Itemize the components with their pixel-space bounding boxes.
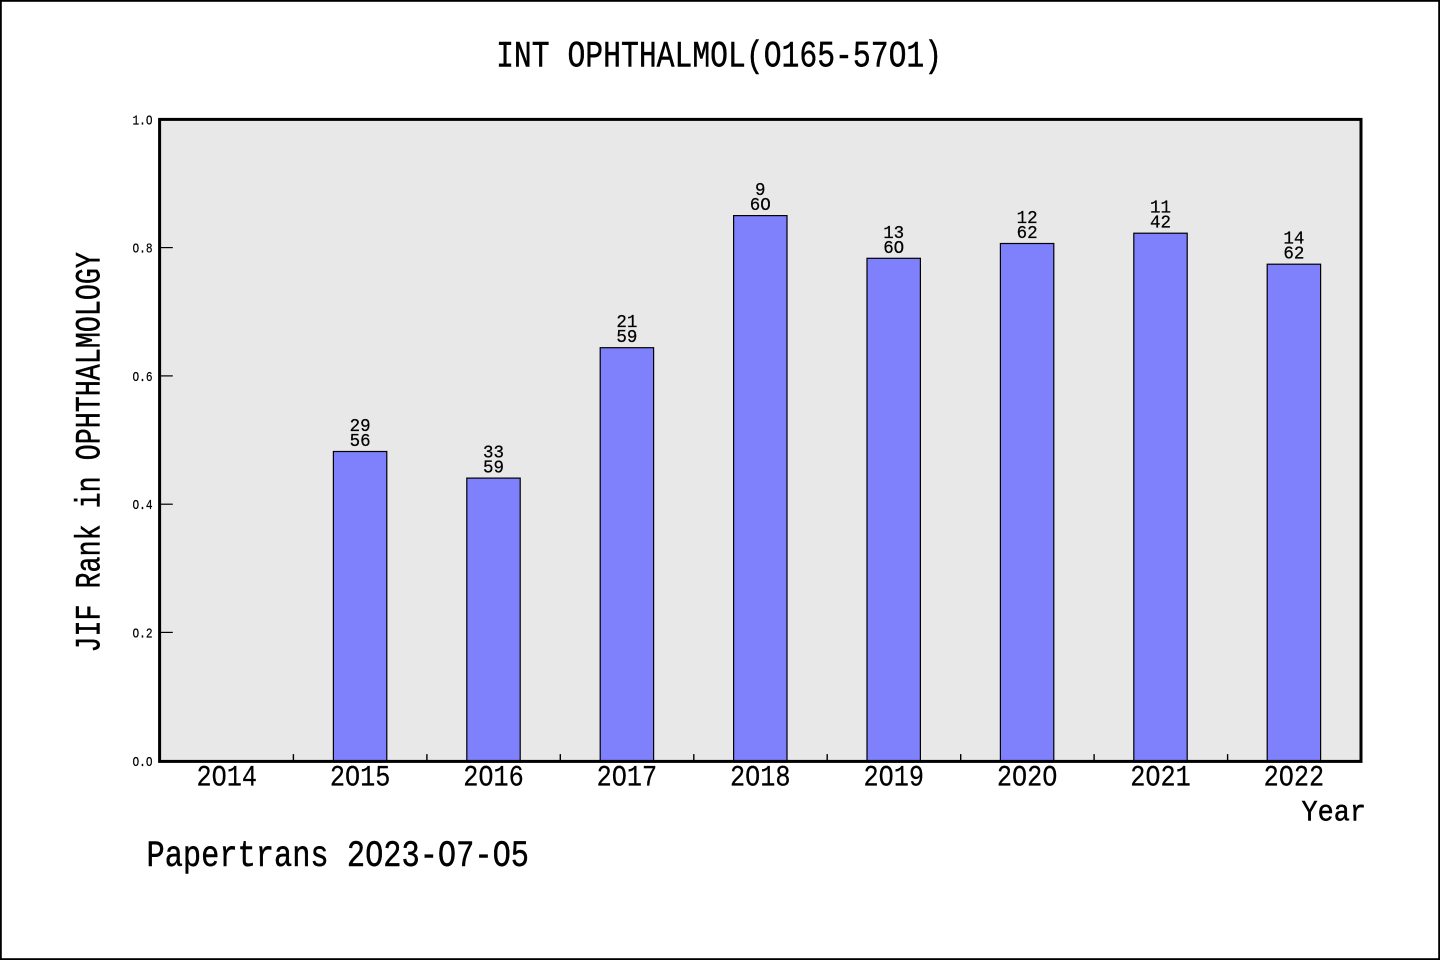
svg-text:59: 59: [483, 459, 504, 479]
svg-text:56: 56: [350, 432, 371, 452]
svg-text:Year: Year: [1302, 796, 1367, 829]
svg-text:59: 59: [616, 328, 637, 348]
svg-text:1.O: 1.O: [133, 113, 153, 129]
svg-text:2O14: 2O14: [196, 761, 257, 795]
svg-text:9: 9: [755, 181, 766, 201]
svg-text:62: 62: [1017, 224, 1038, 244]
svg-text:JIF Rank in OPHTHALMOLOGY: JIF Rank in OPHTHALMOLOGY: [70, 252, 110, 653]
svg-text:O.O: O.O: [133, 755, 153, 771]
svg-text:2O16: 2O16: [463, 761, 524, 795]
svg-text:42: 42: [1150, 214, 1171, 234]
svg-text:2O2O: 2O2O: [997, 761, 1058, 795]
svg-text:2O18: 2O18: [730, 761, 791, 795]
svg-text:6O: 6O: [750, 196, 771, 216]
svg-text:21: 21: [616, 313, 637, 333]
svg-text:O.6: O.6: [133, 370, 153, 386]
svg-text:INT OPHTHALMOL(O165-57O1): INT OPHTHALMOL(O165-57O1): [496, 37, 942, 79]
svg-text:29: 29: [350, 417, 371, 437]
svg-text:13: 13: [883, 224, 904, 244]
svg-text:2O19: 2O19: [863, 761, 924, 795]
svg-text:6O: 6O: [883, 239, 904, 259]
svg-text:O.4: O.4: [133, 498, 153, 514]
svg-text:14: 14: [1283, 230, 1304, 250]
svg-text:2O22: 2O22: [1264, 761, 1325, 795]
svg-text:Papertrans 2O23-O7-O5: Papertrans 2O23-O7-O5: [147, 836, 530, 878]
svg-text:2O15: 2O15: [330, 761, 391, 795]
svg-text:62: 62: [1283, 245, 1304, 265]
svg-text:11: 11: [1150, 199, 1171, 219]
svg-text:33: 33: [483, 444, 504, 464]
svg-text:12: 12: [1017, 209, 1038, 229]
svg-text:O.2: O.2: [133, 626, 153, 642]
svg-text:2O21: 2O21: [1130, 761, 1191, 795]
svg-text:2O17: 2O17: [597, 761, 658, 795]
svg-text:O.8: O.8: [133, 242, 153, 258]
